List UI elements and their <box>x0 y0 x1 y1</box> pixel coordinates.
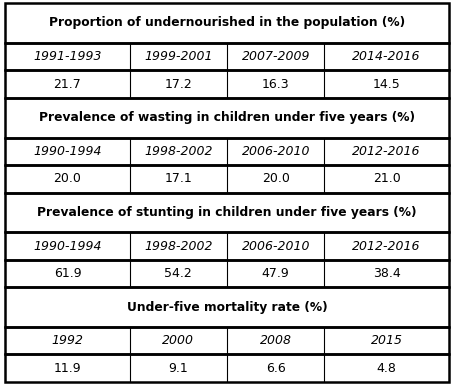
Text: 20.0: 20.0 <box>262 172 290 185</box>
Bar <box>5 137 449 165</box>
Text: 21.0: 21.0 <box>373 172 400 185</box>
Bar <box>5 165 449 192</box>
Bar <box>5 355 449 382</box>
Text: Prevalence of stunting in children under five years (%): Prevalence of stunting in children under… <box>37 206 417 219</box>
Text: 6.6: 6.6 <box>266 362 286 375</box>
Bar <box>5 287 449 327</box>
Text: 2014-2016: 2014-2016 <box>352 50 421 63</box>
Text: 9.1: 9.1 <box>168 362 188 375</box>
Text: Proportion of undernourished in the population (%): Proportion of undernourished in the popu… <box>49 17 405 30</box>
Text: 1998-2002: 1998-2002 <box>144 145 212 158</box>
Text: 1991-1993: 1991-1993 <box>33 50 102 63</box>
Text: 61.9: 61.9 <box>54 267 81 280</box>
Text: 2012-2016: 2012-2016 <box>352 239 421 253</box>
Bar <box>5 260 449 287</box>
Text: 38.4: 38.4 <box>373 267 400 280</box>
Bar <box>5 327 449 355</box>
Text: 20.0: 20.0 <box>54 172 81 185</box>
Text: 4.8: 4.8 <box>376 362 396 375</box>
Text: 47.9: 47.9 <box>262 267 290 280</box>
Text: 17.2: 17.2 <box>164 77 192 90</box>
Bar <box>5 232 449 260</box>
Text: 2007-2009: 2007-2009 <box>242 50 310 63</box>
Bar <box>5 43 449 70</box>
Text: 21.7: 21.7 <box>54 77 81 90</box>
Text: 2006-2010: 2006-2010 <box>242 145 310 158</box>
Text: 2012-2016: 2012-2016 <box>352 145 421 158</box>
Text: 2015: 2015 <box>370 334 403 347</box>
Text: 1992: 1992 <box>51 334 84 347</box>
Text: 2000: 2000 <box>162 334 194 347</box>
Text: 1999-2001: 1999-2001 <box>144 50 212 63</box>
Text: Prevalence of wasting in children under five years (%): Prevalence of wasting in children under … <box>39 111 415 124</box>
Text: 14.5: 14.5 <box>373 77 400 90</box>
Text: 54.2: 54.2 <box>164 267 192 280</box>
Bar <box>5 3 449 43</box>
Bar <box>5 98 449 137</box>
Text: 1990-1994: 1990-1994 <box>33 145 102 158</box>
Text: 11.9: 11.9 <box>54 362 81 375</box>
Text: 1998-2002: 1998-2002 <box>144 239 212 253</box>
Text: 2006-2010: 2006-2010 <box>242 239 310 253</box>
Bar <box>5 192 449 232</box>
Text: 1990-1994: 1990-1994 <box>33 239 102 253</box>
Text: 17.1: 17.1 <box>164 172 192 185</box>
Text: 2008: 2008 <box>260 334 292 347</box>
Text: 16.3: 16.3 <box>262 77 290 90</box>
Bar <box>5 70 449 98</box>
Text: Under-five mortality rate (%): Under-five mortality rate (%) <box>127 301 327 314</box>
